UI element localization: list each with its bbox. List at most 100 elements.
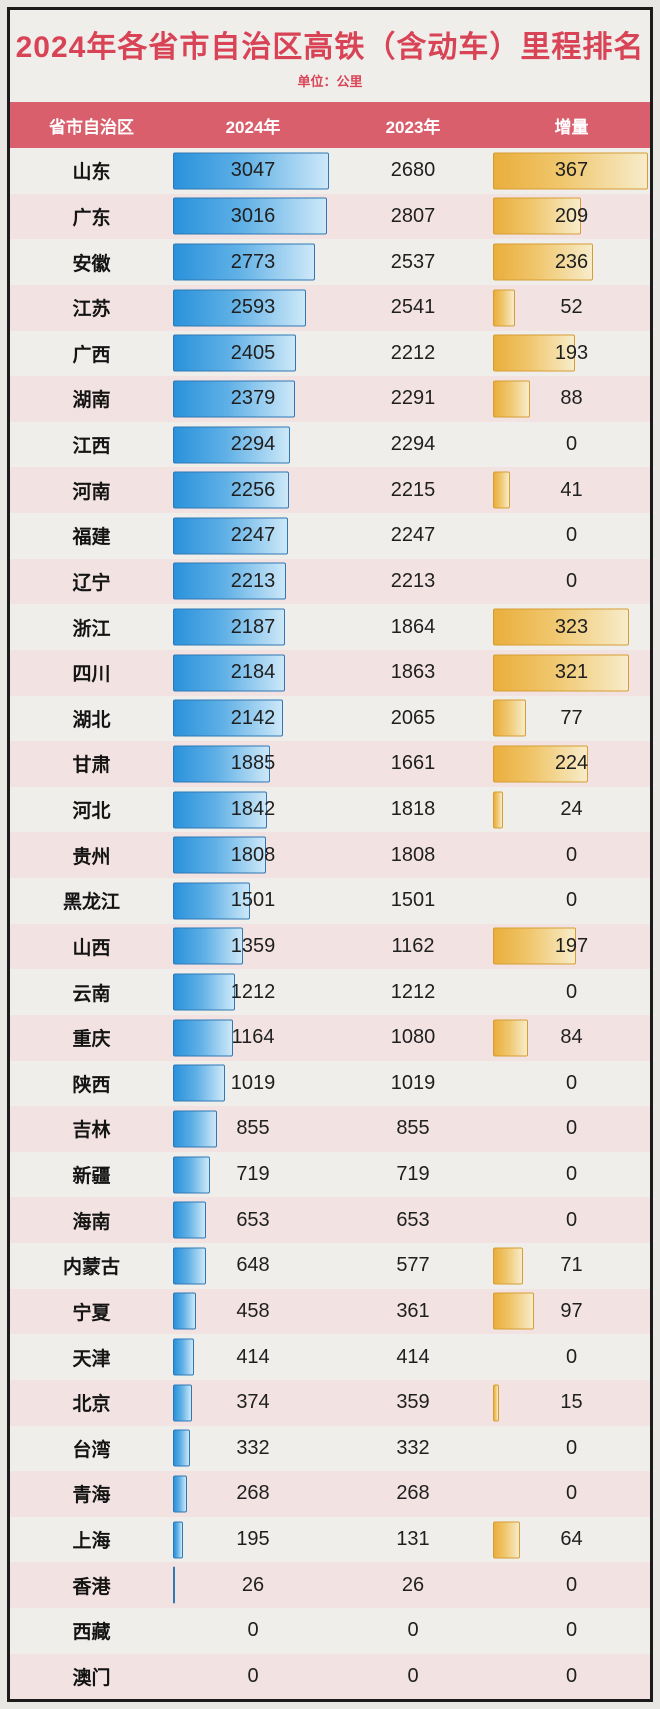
table-row: 重庆 1164 1080 84 (10, 1014, 650, 1061)
value-2024: 2256 (230, 478, 276, 501)
bar-2024 (173, 243, 315, 281)
value-2023: 2247 (390, 524, 436, 547)
ranking-infographic: 2024年各省市自治区高铁（含动车）里程排名 单位：公里 省市自治区 2024年… (7, 7, 653, 1702)
value-delta: 77 (560, 706, 583, 729)
bar-2024 (173, 1247, 207, 1285)
province-label: 甘肃 (72, 755, 111, 777)
bar-delta (493, 927, 577, 965)
value-2024: 1808 (230, 843, 276, 866)
bar-delta (493, 243, 593, 281)
value-2023: 855 (396, 1117, 430, 1140)
title-area: 2024年各省市自治区高铁（含动车）里程排名 单位：公里 (10, 10, 650, 102)
value-2023: 2807 (390, 204, 436, 227)
value-delta: 0 (565, 1345, 578, 1368)
province-label: 宁夏 (72, 1302, 111, 1324)
value-2023: 1162 (391, 934, 435, 957)
column-header-delta: 增量 (554, 117, 589, 137)
value-delta: 197 (554, 934, 589, 957)
province-label: 黑龙江 (62, 892, 120, 914)
value-delta: 323 (554, 615, 589, 638)
table-row: 北京 374 359 15 (10, 1379, 650, 1426)
value-2023: 2215 (390, 478, 436, 501)
bar-delta (493, 380, 531, 418)
value-delta: 0 (565, 524, 578, 547)
value-2023: 2065 (390, 706, 436, 729)
value-2023: 2213 (390, 569, 436, 592)
bar-2024 (173, 426, 291, 464)
value-delta: 0 (565, 1071, 578, 1094)
value-2024: 332 (236, 1436, 270, 1459)
bar-2024 (173, 608, 285, 646)
table-row: 广西 2405 2212 193 (10, 330, 650, 377)
table-row: 天津 414 414 0 (10, 1334, 650, 1380)
table-row: 吉林 855 855 0 (10, 1106, 650, 1152)
value-2024: 1501 (230, 889, 276, 912)
bar-2024 (173, 1475, 187, 1513)
value-2023: 0 (407, 1664, 419, 1687)
value-delta: 367 (554, 159, 589, 182)
table-row: 山东 3047 2680 367 (10, 148, 650, 194)
bar-delta (493, 608, 630, 646)
bar-delta (493, 471, 511, 509)
value-2023: 1863 (390, 661, 436, 684)
province-label: 海南 (72, 1211, 111, 1233)
bar-2024 (173, 1064, 226, 1102)
table-row: 宁夏 458 361 97 (10, 1288, 650, 1335)
value-delta: 0 (565, 1208, 578, 1231)
province-label: 北京 (72, 1394, 111, 1416)
value-delta: 88 (560, 387, 583, 410)
value-2023: 1501 (390, 889, 436, 912)
table-row: 河北 1842 1818 24 (10, 786, 650, 833)
value-2023: 1019 (390, 1071, 436, 1094)
value-2023: 2541 (390, 296, 436, 319)
value-delta: 321 (554, 661, 589, 684)
value-delta: 52 (560, 296, 583, 319)
province-label: 西藏 (72, 1622, 111, 1644)
bar-2024 (173, 791, 268, 829)
value-delta: 0 (565, 889, 578, 912)
value-2024: 2213 (230, 569, 276, 592)
bar-delta (493, 197, 582, 235)
province-label: 台湾 (72, 1439, 111, 1461)
value-2023: 577 (396, 1254, 430, 1277)
bar-delta (493, 152, 648, 190)
value-2024: 374 (236, 1391, 270, 1414)
table-row: 甘肃 1885 1661 224 (10, 741, 650, 787)
value-delta: 209 (554, 204, 589, 227)
value-2024: 1019 (230, 1071, 276, 1094)
value-2024: 268 (236, 1482, 270, 1505)
value-2023: 332 (396, 1436, 430, 1459)
table-row: 香港 26 26 0 (10, 1562, 650, 1608)
province-label: 澳门 (72, 1667, 111, 1689)
table-row: 辽宁 2213 2213 0 (10, 558, 650, 605)
bar-2024 (173, 1019, 233, 1057)
table-row: 浙江 2187 1864 323 (10, 604, 650, 650)
value-delta: 0 (565, 569, 578, 592)
value-2024: 2187 (230, 615, 276, 638)
value-2023: 2294 (390, 433, 436, 456)
value-2023: 359 (396, 1391, 430, 1414)
value-delta: 193 (554, 341, 589, 364)
value-2024: 648 (236, 1254, 270, 1277)
bar-2024 (173, 1429, 190, 1467)
province-label: 安徽 (72, 253, 111, 275)
bar-2024 (173, 1521, 183, 1559)
table-row: 上海 195 131 64 (10, 1516, 650, 1563)
value-2024: 1885 (230, 752, 276, 775)
table-body: 山东 3047 2680 367 广东 3016 2807 209 安徽 2773 2537 236 江… (10, 148, 650, 1700)
value-delta: 84 (560, 1026, 583, 1049)
province-label: 浙江 (72, 618, 111, 640)
value-2023: 2212 (390, 341, 436, 364)
value-delta: 0 (565, 433, 578, 456)
bar-2024 (173, 1292, 197, 1330)
value-2024: 26 (241, 1573, 265, 1596)
bar-2024 (173, 654, 285, 692)
province-label: 山东 (72, 162, 111, 184)
bar-2024 (173, 517, 289, 555)
value-2023: 414 (396, 1345, 430, 1368)
bar-2024 (173, 471, 289, 509)
bar-2024 (173, 1110, 217, 1148)
province-label: 四川 (72, 664, 111, 686)
value-2023: 2537 (390, 250, 436, 273)
value-delta: 0 (565, 1482, 578, 1505)
